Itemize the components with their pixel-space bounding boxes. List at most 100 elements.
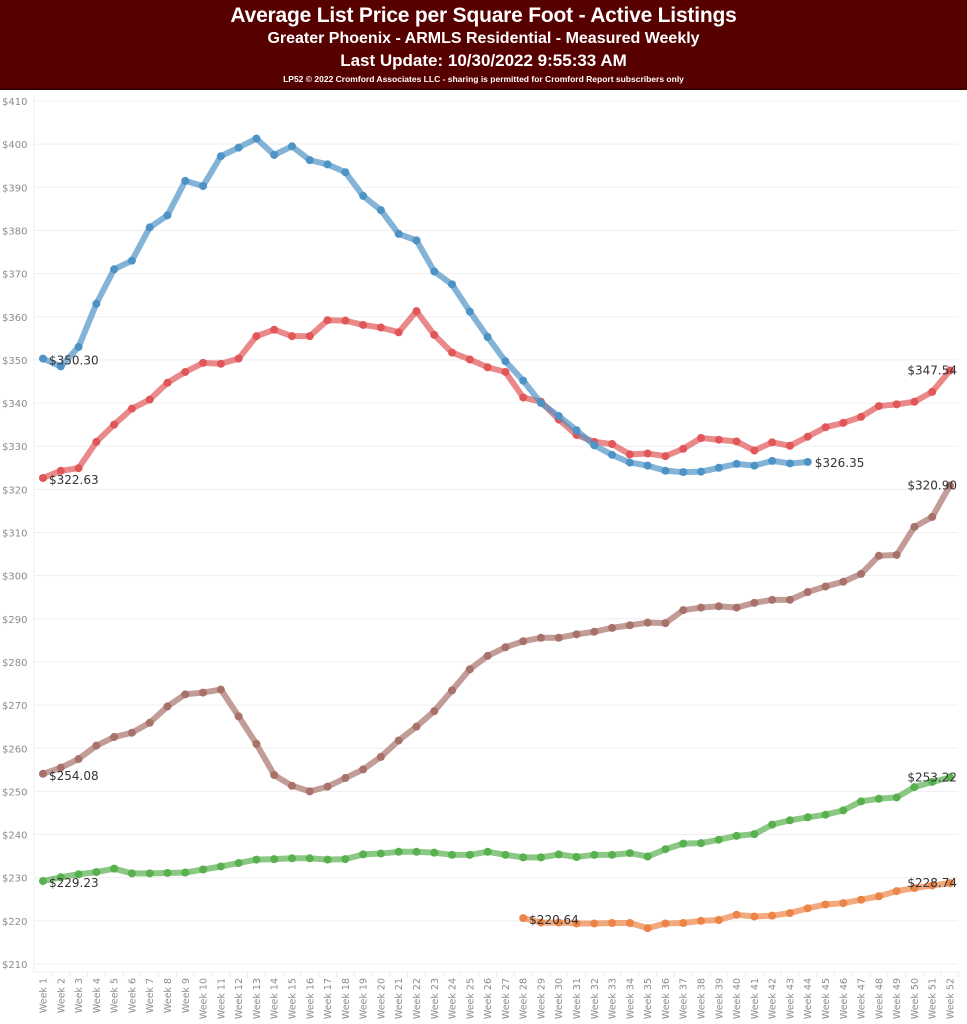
- green-series-point[interactable]: [785, 816, 794, 825]
- blue-series-point[interactable]: [590, 441, 599, 450]
- blue-series-point[interactable]: [287, 142, 296, 151]
- brown-series-point[interactable]: [110, 733, 119, 742]
- blue-series-point[interactable]: [394, 229, 403, 238]
- brown-series-point[interactable]: [56, 763, 65, 772]
- brown-series-point[interactable]: [252, 739, 261, 748]
- blue-series-point[interactable]: [732, 459, 741, 468]
- red-series-point[interactable]: [323, 316, 332, 325]
- red-series-point[interactable]: [910, 397, 919, 406]
- blue-series-point[interactable]: [465, 307, 474, 316]
- green-series-point[interactable]: [412, 847, 421, 856]
- orange-series-point[interactable]: [768, 911, 777, 920]
- red-series-point[interactable]: [750, 446, 759, 455]
- green-series-point[interactable]: [305, 854, 314, 863]
- blue-series-point[interactable]: [572, 426, 581, 435]
- orange-series-point[interactable]: [572, 919, 581, 928]
- blue-series-point[interactable]: [661, 466, 670, 475]
- green-series-point[interactable]: [199, 865, 208, 874]
- red-series-point[interactable]: [785, 441, 794, 450]
- red-series-point[interactable]: [412, 307, 421, 316]
- orange-series-point[interactable]: [519, 914, 528, 923]
- red-series-point[interactable]: [252, 332, 261, 341]
- red-series-point[interactable]: [448, 348, 457, 357]
- green-series-point[interactable]: [892, 793, 901, 802]
- red-series-point[interactable]: [216, 359, 225, 368]
- blue-series-point[interactable]: [768, 456, 777, 465]
- green-series-point[interactable]: [376, 849, 385, 858]
- brown-series-point[interactable]: [92, 741, 101, 750]
- green-series-point[interactable]: [287, 854, 296, 863]
- brown-series-point[interactable]: [803, 588, 812, 597]
- blue-series-point[interactable]: [270, 150, 279, 159]
- green-series-point[interactable]: [145, 869, 154, 878]
- green-series-point[interactable]: [910, 783, 919, 792]
- blue-series-point[interactable]: [608, 450, 617, 459]
- blue-series-point[interactable]: [305, 156, 314, 165]
- red-series-point[interactable]: [92, 437, 101, 446]
- brown-series-point[interactable]: [145, 718, 154, 727]
- blue-series-point[interactable]: [501, 357, 510, 366]
- brown-series-point[interactable]: [714, 602, 723, 611]
- orange-series-point[interactable]: [857, 895, 866, 904]
- brown-series-point[interactable]: [732, 603, 741, 612]
- red-series-point[interactable]: [608, 440, 617, 449]
- red-series-point[interactable]: [803, 432, 812, 441]
- green-series-point[interactable]: [697, 839, 706, 848]
- blue-series-point[interactable]: [199, 182, 208, 191]
- red-series-point[interactable]: [483, 363, 492, 372]
- orange-series-point[interactable]: [590, 919, 599, 928]
- brown-series-point[interactable]: [216, 685, 225, 694]
- green-series-point[interactable]: [270, 855, 279, 864]
- red-series-point[interactable]: [661, 452, 670, 461]
- red-series-point[interactable]: [56, 466, 65, 475]
- green-series-point[interactable]: [163, 868, 172, 877]
- green-series-point[interactable]: [501, 850, 510, 859]
- blue-series-point[interactable]: [785, 459, 794, 468]
- blue-series-point[interactable]: [323, 160, 332, 169]
- blue-series-point[interactable]: [448, 280, 457, 289]
- blue-series-point[interactable]: [376, 206, 385, 215]
- green-series-point[interactable]: [839, 806, 848, 815]
- green-series-point[interactable]: [928, 777, 937, 786]
- blue-series-point[interactable]: [56, 362, 65, 371]
- green-series-point[interactable]: [394, 847, 403, 856]
- brown-series-point[interactable]: [697, 603, 706, 612]
- red-series-point[interactable]: [821, 423, 830, 432]
- brown-series-point[interactable]: [199, 688, 208, 697]
- red-series-point[interactable]: [181, 367, 190, 376]
- orange-series-point[interactable]: [928, 881, 937, 890]
- brown-series-point[interactable]: [394, 736, 403, 745]
- green-series-point[interactable]: [323, 855, 332, 864]
- orange-series-point[interactable]: [625, 919, 634, 928]
- red-series-point[interactable]: [874, 402, 883, 411]
- brown-series-point[interactable]: [376, 752, 385, 761]
- red-series-point[interactable]: [519, 393, 528, 402]
- orange-series-point[interactable]: [697, 916, 706, 925]
- brown-series-point[interactable]: [127, 728, 136, 737]
- blue-series-point[interactable]: [483, 333, 492, 342]
- green-series-point[interactable]: [661, 845, 670, 854]
- green-series-point[interactable]: [359, 850, 368, 859]
- blue-series-point[interactable]: [359, 191, 368, 200]
- brown-series-point[interactable]: [661, 619, 670, 628]
- green-series-point[interactable]: [946, 773, 954, 782]
- red-series-point[interactable]: [732, 437, 741, 446]
- brown-series-point[interactable]: [785, 595, 794, 604]
- orange-series-point[interactable]: [803, 904, 812, 913]
- green-series-point[interactable]: [821, 810, 830, 819]
- brown-series-point[interactable]: [341, 774, 350, 783]
- brown-series-point[interactable]: [448, 686, 457, 695]
- green-series-point[interactable]: [590, 850, 599, 859]
- green-series-point[interactable]: [252, 855, 261, 864]
- green-series-point[interactable]: [341, 855, 350, 864]
- brown-series-point[interactable]: [554, 633, 563, 642]
- red-series-point[interactable]: [163, 378, 172, 387]
- red-series-point[interactable]: [643, 449, 652, 458]
- green-series-point[interactable]: [216, 862, 225, 871]
- blue-series-point[interactable]: [750, 461, 759, 470]
- blue-series-point[interactable]: [39, 354, 47, 363]
- green-series-point[interactable]: [625, 849, 634, 858]
- brown-series-point[interactable]: [857, 569, 866, 578]
- red-series-point[interactable]: [501, 367, 510, 376]
- red-series-point[interactable]: [768, 438, 777, 447]
